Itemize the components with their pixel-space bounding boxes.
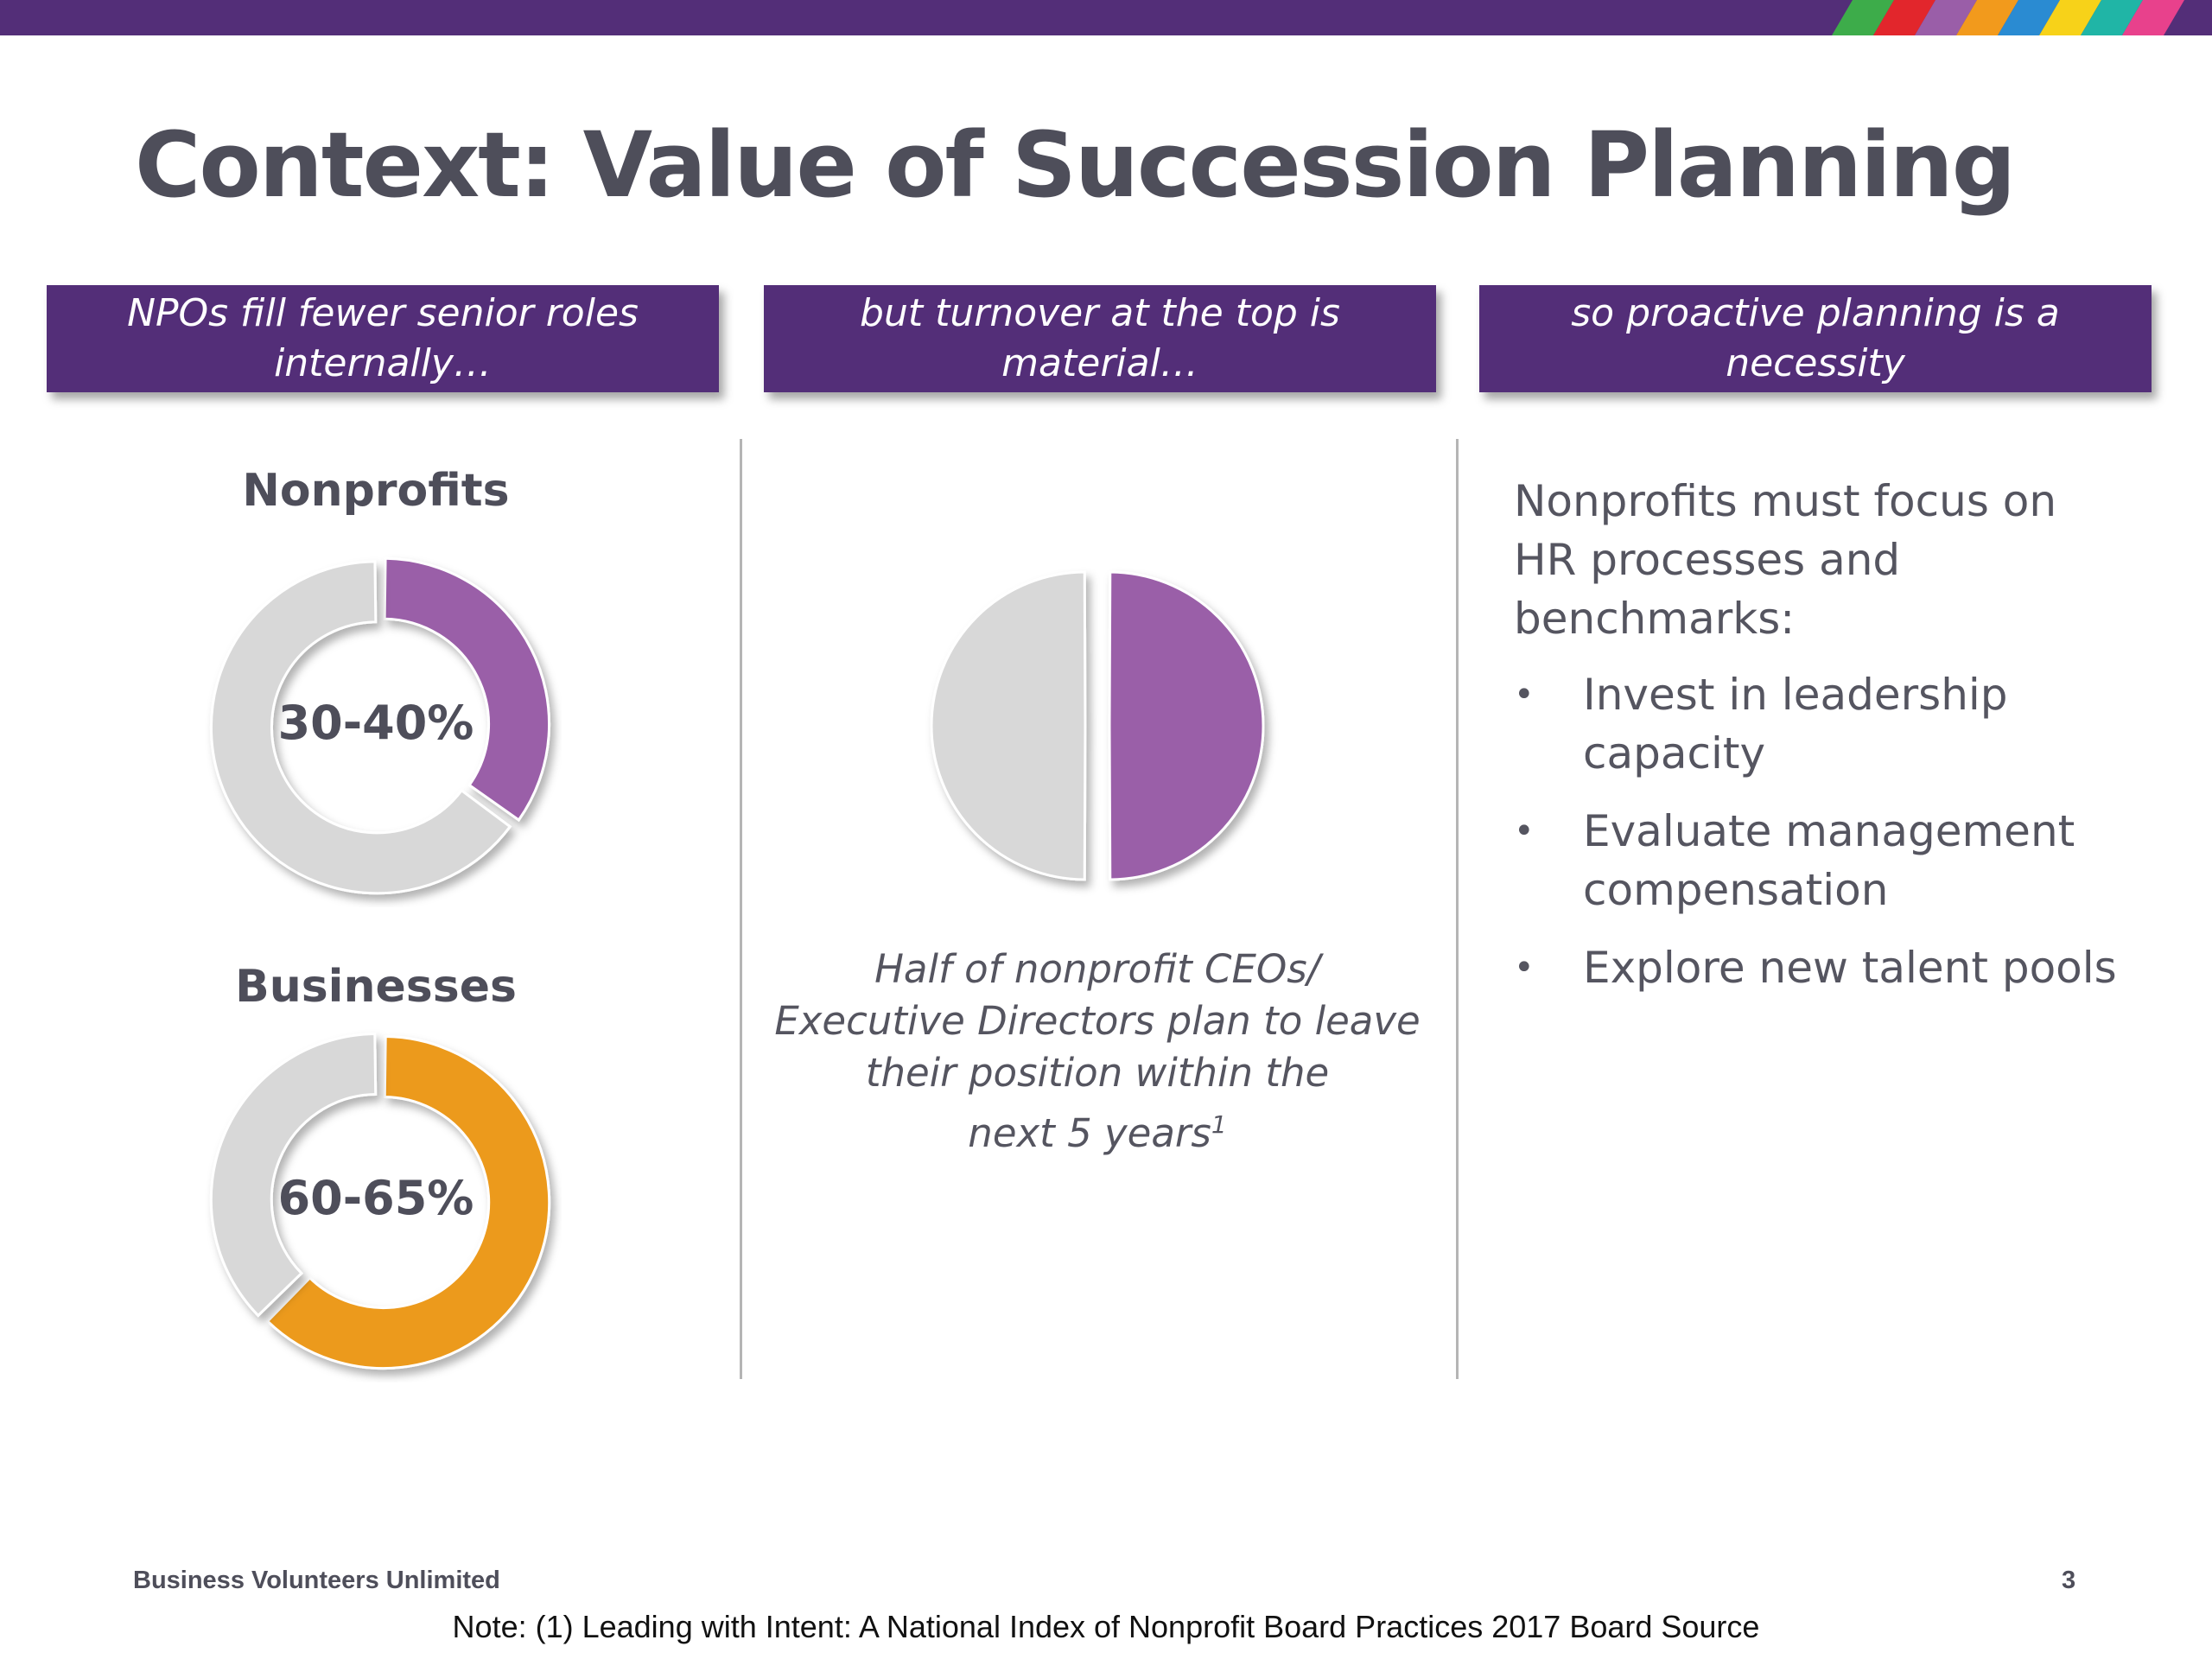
caption-line-last: next 5 years1 bbox=[760, 1099, 1434, 1160]
intro-line: benchmarks: bbox=[1514, 594, 1796, 644]
header-line: but turnover at the top is material… bbox=[860, 291, 1340, 385]
pie-slice-0 bbox=[265, 1035, 551, 1370]
bullet-text: compensation bbox=[1583, 865, 1889, 915]
footnote-marker: 1 bbox=[1211, 1110, 1227, 1139]
intro-line: HR processes and bbox=[1514, 535, 1901, 585]
businesses-percentage-label: 60-65% bbox=[277, 1171, 474, 1225]
column-divider bbox=[740, 439, 742, 1379]
turnover-caption: Half of nonprofit CEOs/ Executive Direct… bbox=[760, 944, 1434, 1160]
footer-org-name: Business Volunteers Unlimited bbox=[133, 1567, 500, 1594]
intro-line: Nonprofits must focus on bbox=[1514, 476, 2057, 526]
header-line: so proactive planning is a bbox=[1571, 291, 2060, 335]
caption-last-text: next 5 years bbox=[968, 1110, 1211, 1156]
pie-slice-1 bbox=[930, 570, 1087, 881]
ceo-turnover-pie-chart bbox=[930, 570, 1265, 881]
bullet-dot-icon: • bbox=[1514, 948, 1535, 988]
bullet-text: Evaluate management bbox=[1583, 806, 2075, 856]
page-number: 3 bbox=[2062, 1567, 2076, 1594]
caption-line: their position within the bbox=[865, 1050, 1330, 1096]
pie-slice-1 bbox=[209, 560, 512, 895]
header-line: internally… bbox=[274, 341, 492, 385]
pie-slice-1 bbox=[209, 1032, 378, 1318]
businesses-donut-chart bbox=[209, 1032, 551, 1370]
caption-line: Half of nonprofit CEOs/ bbox=[874, 946, 1320, 992]
column-divider bbox=[1456, 439, 1459, 1379]
bullet-dot-icon: • bbox=[1514, 675, 1535, 715]
header-box-turnover: but turnover at the top is material… bbox=[764, 285, 1436, 392]
hr-focus-intro: Nonprofits must focus on HR processes an… bbox=[1514, 472, 2171, 648]
nonprofits-heading: Nonprofits bbox=[242, 465, 510, 517]
rainbow-stripes-decoration bbox=[1832, 0, 2184, 35]
caption-line: Executive Directors plan to leave bbox=[774, 998, 1421, 1044]
nonprofits-percentage-label: 30-40% bbox=[277, 696, 474, 750]
bullet-item: • Explore new talent pools bbox=[1514, 938, 2188, 997]
bullet-text: Invest in leadership bbox=[1583, 670, 2008, 720]
header-line: NPOs fill fewer senior roles bbox=[127, 291, 639, 335]
header-box-npo-roles: NPOs fill fewer senior roles internally… bbox=[47, 285, 719, 392]
bullet-text: Explore new talent pools bbox=[1583, 943, 2117, 993]
nonprofits-donut-chart bbox=[209, 556, 550, 895]
top-brand-bar bbox=[0, 0, 2212, 35]
bullet-item: • Invest in leadership capacity bbox=[1514, 665, 2188, 783]
header-line: necessity bbox=[1726, 341, 1905, 385]
header-box-proactive-planning: so proactive planning is a necessity bbox=[1479, 285, 2152, 392]
slide-title: Context: Value of Succession Planning bbox=[135, 112, 2016, 218]
source-note: Note: (1) Leading with Intent: A Nationa… bbox=[452, 1609, 1760, 1644]
bullet-item: • Evaluate management compensation bbox=[1514, 802, 2188, 919]
pie-slice-0 bbox=[1108, 570, 1265, 881]
businesses-heading: Businesses bbox=[235, 961, 517, 1013]
action-bullet-list: • Invest in leadership capacity • Evalua… bbox=[1514, 665, 2188, 1016]
pie-slice-0 bbox=[383, 556, 550, 823]
bullet-text: capacity bbox=[1583, 728, 1766, 779]
bullet-dot-icon: • bbox=[1514, 811, 1535, 851]
stripe-segment bbox=[2122, 0, 2184, 35]
